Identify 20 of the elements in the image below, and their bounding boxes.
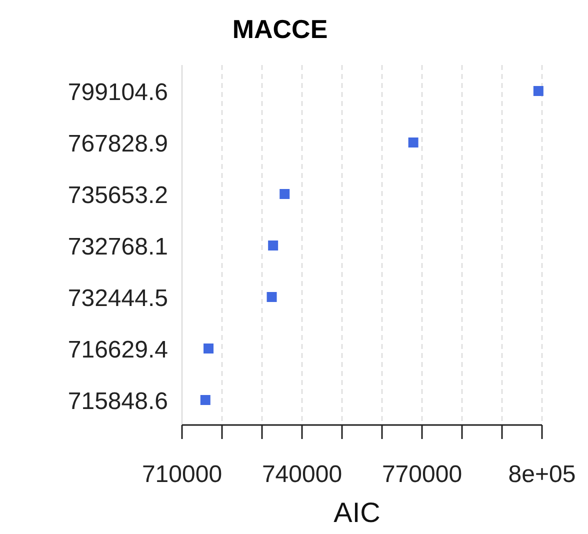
- y-tick-label: 799104.6: [68, 79, 168, 106]
- x-tick-label: 740000: [262, 461, 342, 488]
- chart-title: MACCE: [232, 14, 328, 44]
- x-tick-label: 710000: [142, 461, 222, 488]
- point: [533, 86, 544, 96]
- y-tick-label: 767828.9: [68, 130, 168, 158]
- point: [200, 395, 210, 405]
- y-tick-label: 716629.4: [68, 336, 168, 364]
- point: [280, 189, 290, 199]
- x-axis-title: AIC: [334, 497, 380, 528]
- y-tick-label: 732444.5: [68, 285, 168, 312]
- y-tick-label: 732768.1: [68, 234, 168, 260]
- x-tick-label: 8e+05: [508, 461, 576, 488]
- x-tick-label: 770000: [382, 461, 462, 488]
- y-tick-label: 715848.6: [68, 388, 168, 415]
- point: [408, 138, 418, 148]
- point: [204, 344, 214, 354]
- point: [268, 240, 278, 250]
- y-tick-label: 735653.2: [68, 182, 168, 209]
- point: [266, 292, 277, 302]
